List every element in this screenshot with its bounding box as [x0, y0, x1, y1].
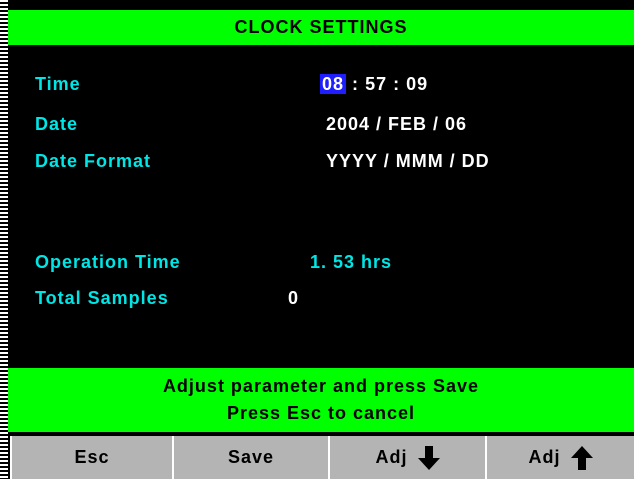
time-value: 08 : 57 : 09 — [320, 74, 428, 95]
button-label: Adj — [376, 447, 408, 468]
save-button[interactable]: Save — [172, 436, 328, 479]
button-label: Save — [228, 447, 274, 468]
date-format-value[interactable]: YYYY / MMM / DD — [326, 151, 490, 172]
header-bar: CLOCK SETTINGS — [8, 10, 634, 45]
footer-bar: Adjust parameter and press Save Press Es… — [8, 368, 634, 432]
footer-line: Press Esc to cancel — [8, 400, 634, 427]
time-second[interactable]: 09 — [406, 74, 428, 94]
date-format-label: Date Format — [35, 151, 151, 172]
page: CLOCK SETTINGS Time 08 : 57 : 09 Date 20… — [0, 0, 634, 479]
device-screen: CLOCK SETTINGS Time 08 : 57 : 09 Date 20… — [0, 0, 634, 479]
button-label: Adj — [529, 447, 561, 468]
time-sep: : — [352, 74, 359, 94]
time-hour[interactable]: 08 — [320, 74, 346, 94]
operation-time-label: Operation Time — [35, 252, 181, 273]
footer-line: Adjust parameter and press Save — [8, 373, 634, 400]
total-samples-value: 0 — [288, 288, 299, 309]
adjust-up-button[interactable]: Adj — [485, 436, 634, 479]
date-label: Date — [35, 114, 78, 135]
button-label: Esc — [74, 447, 109, 468]
screen-edge — [0, 0, 8, 479]
adjust-down-button[interactable]: Adj — [328, 436, 485, 479]
date-value[interactable]: 2004 / FEB / 06 — [326, 114, 467, 135]
up-arrow-icon — [571, 446, 593, 470]
total-samples-label: Total Samples — [35, 288, 169, 309]
time-label: Time — [35, 74, 81, 95]
operation-time-value: 1. 53 hrs — [310, 252, 392, 273]
header-title: CLOCK SETTINGS — [234, 17, 407, 37]
down-arrow-icon — [418, 446, 440, 470]
time-sep: : — [393, 74, 400, 94]
time-minute[interactable]: 57 — [365, 74, 387, 94]
esc-button[interactable]: Esc — [10, 436, 172, 479]
